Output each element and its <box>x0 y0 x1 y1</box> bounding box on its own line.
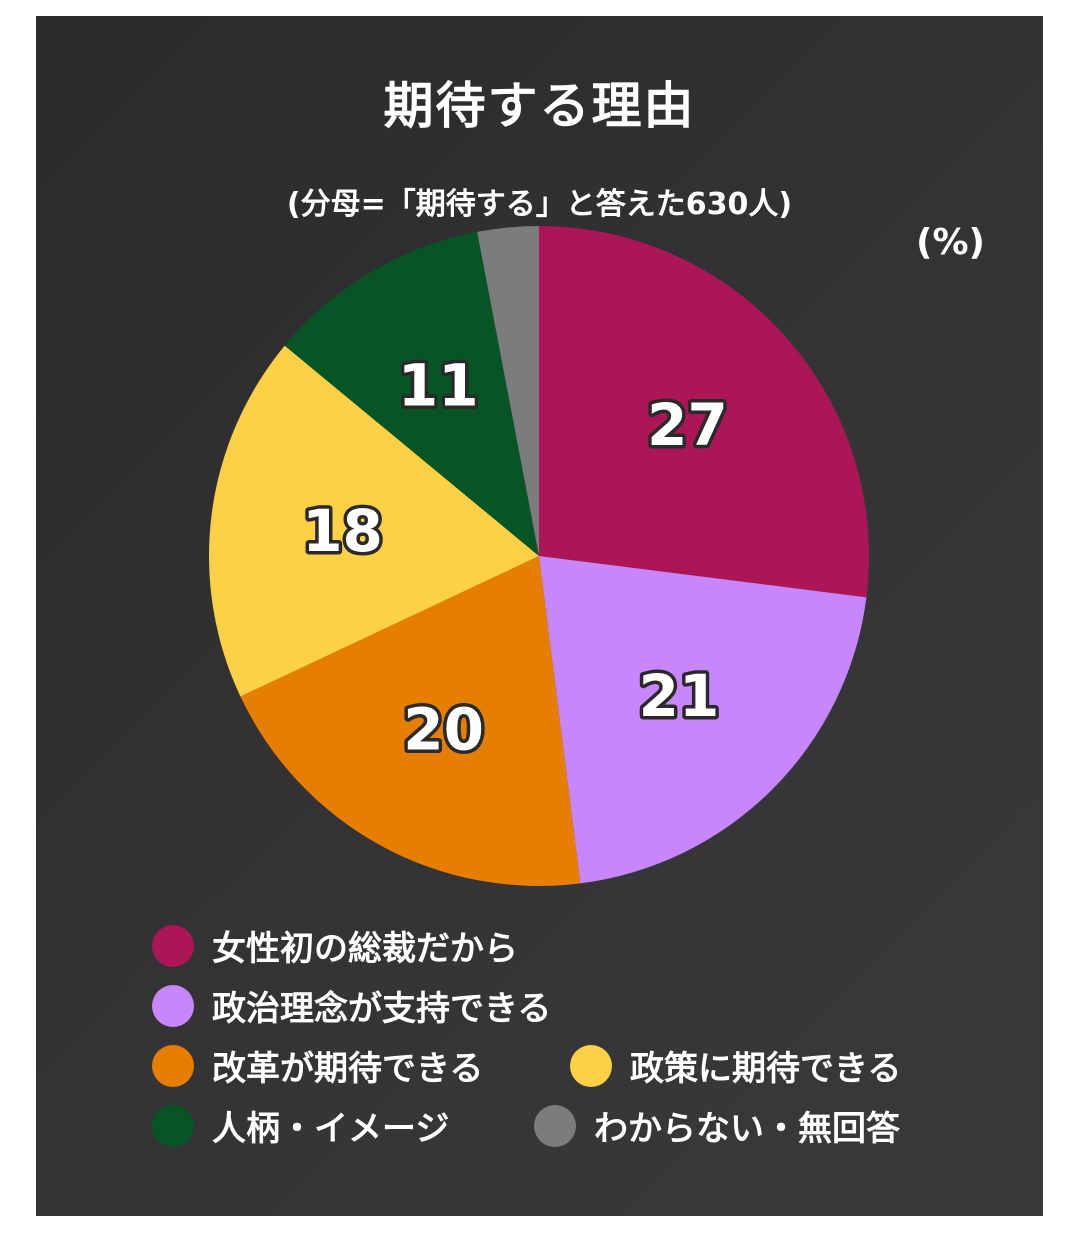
slice-value-label-4: 11 <box>398 352 479 420</box>
legend-label-1: 政治理念が支持できる <box>212 989 552 1029</box>
slice-value-label-0: 27 <box>647 391 728 459</box>
pie-slice-0 <box>539 226 869 598</box>
legend-label-4: 人柄・イメージ <box>212 1109 450 1149</box>
chart-title: 期待する理由 <box>383 77 696 135</box>
pie-slice-5 <box>477 226 539 556</box>
legend-marker-4 <box>152 1104 194 1147</box>
legend-label-3: 政策に期待できる <box>630 1049 902 1089</box>
legend-marker-3 <box>570 1044 612 1087</box>
pie-slice-1 <box>539 556 867 884</box>
pie-chart: 27 21 20 18 11 <box>209 226 869 886</box>
legend-marker-1 <box>152 984 194 1027</box>
slice-value-label-3: 18 <box>302 497 383 565</box>
pie-slice-3 <box>209 345 539 697</box>
pie-slice-2 <box>240 556 581 886</box>
legend-marker-5 <box>534 1104 576 1147</box>
legend-item-1: 政治理念が支持できる <box>152 981 551 1030</box>
pie-slice-4 <box>284 231 539 556</box>
legend-label-5: わからない・無回答 <box>594 1109 900 1149</box>
legend-marker-0 <box>152 924 194 967</box>
legend-item-4: 人柄・イメージ <box>152 1101 449 1150</box>
chart-subtitle: (分母=「期待する」と答えた630人) <box>286 187 793 222</box>
legend-item-5: わからない・無回答 <box>534 1101 900 1150</box>
unit-label: (%) <box>916 222 985 263</box>
slice-value-label-2: 20 <box>403 696 484 764</box>
slice-value-label-1: 21 <box>639 662 720 730</box>
chart-card: 期待する理由 (分母=「期待する」と答えた630人) (%) 27 21 20 18 1… <box>36 16 1043 1216</box>
legend-label-2: 改革が期待できる <box>212 1049 484 1089</box>
legend-item-3: 政策に期待できる <box>570 1041 901 1090</box>
legend-marker-2 <box>152 1044 194 1087</box>
legend-item-0: 女性初の総裁だから <box>152 921 518 970</box>
legend-item-2: 改革が期待できる <box>152 1041 483 1090</box>
legend-label-0: 女性初の総裁だから <box>212 929 518 969</box>
